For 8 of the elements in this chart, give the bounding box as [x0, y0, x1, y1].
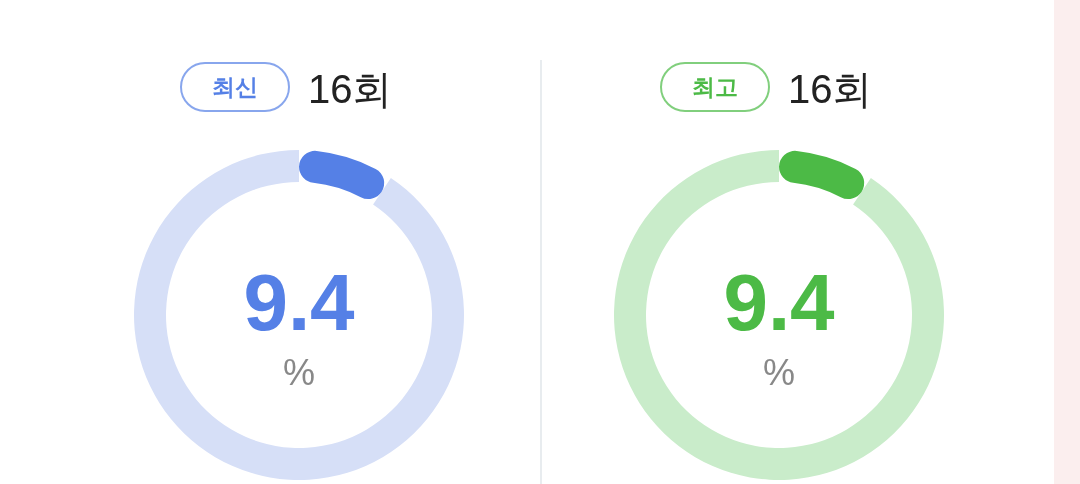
text: % — [282, 352, 316, 393]
data-label: 9.4 — [243, 258, 356, 347]
text: % — [762, 352, 796, 393]
chart-title: 최신 — [212, 74, 258, 100]
data-label: 9.4 — [723, 258, 836, 347]
chart-title: 최고 — [692, 74, 738, 100]
chart-subtitle: 16회 — [788, 67, 873, 111]
chart-subtitle: 16회 — [308, 67, 393, 111]
